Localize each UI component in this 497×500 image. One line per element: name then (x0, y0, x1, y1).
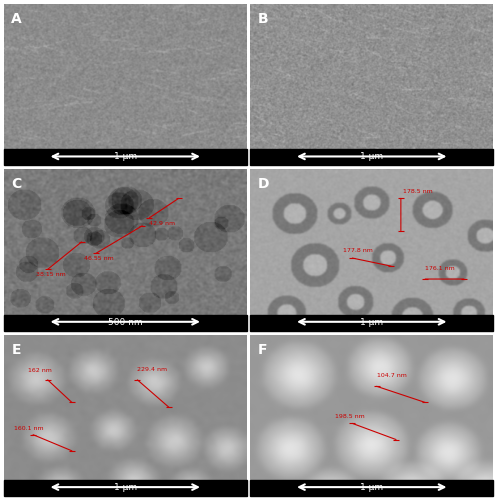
Text: D: D (258, 178, 269, 192)
Bar (4, 149, 247, 166)
Text: 178.5 nm: 178.5 nm (403, 188, 433, 194)
Text: 1 μm: 1 μm (360, 318, 383, 326)
Text: B: B (258, 12, 268, 26)
Bar (4, 314, 247, 330)
Text: 229.4 nm: 229.4 nm (137, 367, 167, 372)
Text: 1 μm: 1 μm (360, 483, 383, 492)
Text: 38.15 nm: 38.15 nm (35, 272, 65, 278)
Text: 177.8 nm: 177.8 nm (342, 248, 373, 253)
Bar (4, 480, 247, 496)
Text: 162 nm: 162 nm (28, 368, 52, 374)
Bar (250, 149, 493, 166)
Bar (250, 314, 493, 330)
Text: 198.5 nm: 198.5 nm (335, 414, 365, 418)
Text: 160.1 nm: 160.1 nm (14, 426, 43, 432)
Text: 1 μm: 1 μm (360, 152, 383, 162)
Text: 1 μm: 1 μm (114, 152, 137, 162)
Text: C: C (11, 178, 21, 192)
Text: F: F (258, 342, 267, 356)
Text: 46.55 nm: 46.55 nm (84, 256, 114, 262)
Bar (250, 480, 493, 496)
Text: 104.7 nm: 104.7 nm (377, 373, 407, 378)
Text: 1 μm: 1 μm (114, 483, 137, 492)
Text: 176.1 nm: 176.1 nm (425, 266, 455, 271)
Text: E: E (11, 342, 21, 356)
Text: 42.9 nm: 42.9 nm (150, 221, 175, 226)
Text: A: A (11, 12, 22, 26)
Text: 500 nm: 500 nm (108, 318, 143, 326)
